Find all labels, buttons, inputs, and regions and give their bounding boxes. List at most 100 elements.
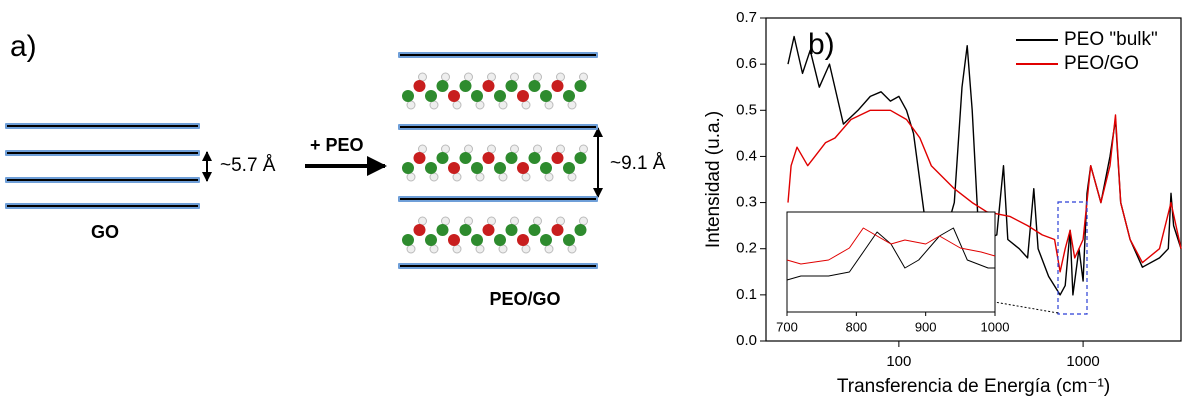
atom xyxy=(517,234,529,246)
atom xyxy=(563,90,575,102)
inset-x-tick-label: 1000 xyxy=(981,319,1010,334)
h-atom xyxy=(476,245,484,253)
atom xyxy=(414,152,426,164)
atom xyxy=(425,162,437,174)
atom xyxy=(471,90,483,102)
atom xyxy=(402,234,414,246)
x-tick-label: 1000 xyxy=(1066,353,1099,370)
atom xyxy=(402,162,414,174)
h-atom xyxy=(522,245,530,253)
atom xyxy=(437,224,449,236)
h-atom xyxy=(442,145,450,153)
y-tick-label: 0.3 xyxy=(736,194,757,211)
go-label: GO xyxy=(91,222,119,242)
atom xyxy=(402,90,414,102)
atom xyxy=(529,80,541,92)
legend-label: PEO/GO xyxy=(1064,53,1139,74)
h-atom xyxy=(568,245,576,253)
atom xyxy=(460,80,472,92)
atom xyxy=(540,90,552,102)
h-atom xyxy=(430,245,438,253)
atom xyxy=(483,80,495,92)
h-atom xyxy=(476,101,484,109)
h-atom xyxy=(465,73,473,81)
h-atom xyxy=(568,101,576,109)
atom xyxy=(494,90,506,102)
h-atom xyxy=(430,101,438,109)
atom xyxy=(460,152,472,164)
atom xyxy=(506,152,518,164)
h-atom xyxy=(453,245,461,253)
atom xyxy=(575,80,587,92)
h-atom xyxy=(534,217,542,225)
atom xyxy=(552,224,564,236)
y-tick-label: 0.7 xyxy=(736,9,757,26)
y-tick-label: 0.2 xyxy=(736,240,757,257)
h-atom xyxy=(419,73,427,81)
atom xyxy=(517,90,529,102)
atom xyxy=(517,162,529,174)
h-atom xyxy=(407,245,415,253)
atom xyxy=(471,162,483,174)
y-axis-label: Intensidad (u.a.) xyxy=(703,111,724,248)
h-atom xyxy=(419,145,427,153)
h-atom xyxy=(580,217,588,225)
y-tick-label: 0.6 xyxy=(736,55,757,72)
atom xyxy=(448,90,460,102)
atom xyxy=(483,224,495,236)
h-atom xyxy=(545,173,553,181)
h-atom xyxy=(511,145,519,153)
atom xyxy=(552,152,564,164)
atom xyxy=(540,162,552,174)
h-atom xyxy=(488,73,496,81)
y-tick-label: 0.1 xyxy=(736,286,757,303)
y-tick-label: 0.4 xyxy=(736,147,757,164)
h-atom xyxy=(430,173,438,181)
atom xyxy=(448,234,460,246)
h-atom xyxy=(465,217,473,225)
h-atom xyxy=(568,173,576,181)
atom xyxy=(425,234,437,246)
h-atom xyxy=(580,145,588,153)
atom xyxy=(506,80,518,92)
atom xyxy=(529,152,541,164)
diagram: a) ~5.7 Å + PEO ~9.1 Å GO PEO/GO xyxy=(5,30,666,309)
x-axis-label: Transferencia de Energía (cm⁻¹) xyxy=(837,376,1110,397)
spacing-label: ~9.1 Å xyxy=(610,153,666,174)
h-atom xyxy=(557,145,565,153)
h-atom xyxy=(511,73,519,81)
h-atom xyxy=(488,217,496,225)
legend-label: PEO "bulk" xyxy=(1064,29,1158,50)
h-atom xyxy=(407,173,415,181)
x-tick-label: 100 xyxy=(886,353,911,370)
h-atom xyxy=(534,73,542,81)
h-atom xyxy=(442,217,450,225)
h-atom xyxy=(580,73,588,81)
chart: 0.00.10.20.30.40.50.60.71001000Transfere… xyxy=(703,9,1181,397)
h-atom xyxy=(465,145,473,153)
atom xyxy=(529,224,541,236)
h-atom xyxy=(453,173,461,181)
h-atom xyxy=(545,101,553,109)
atom xyxy=(506,224,518,236)
atom xyxy=(563,234,575,246)
h-atom xyxy=(442,73,450,81)
h-atom xyxy=(522,101,530,109)
h-atom xyxy=(407,101,415,109)
h-atom xyxy=(488,145,496,153)
atom xyxy=(552,80,564,92)
h-atom xyxy=(511,217,519,225)
atom xyxy=(483,152,495,164)
peo-go-label: PEO/GO xyxy=(489,289,560,309)
h-atom xyxy=(557,217,565,225)
y-tick-label: 0.0 xyxy=(736,332,757,349)
zoom-box xyxy=(1058,202,1087,314)
atom xyxy=(425,90,437,102)
atom xyxy=(494,234,506,246)
atom xyxy=(460,224,472,236)
atom xyxy=(414,224,426,236)
h-atom xyxy=(499,173,507,181)
atom xyxy=(471,234,483,246)
atom xyxy=(494,162,506,174)
h-atom xyxy=(499,245,507,253)
